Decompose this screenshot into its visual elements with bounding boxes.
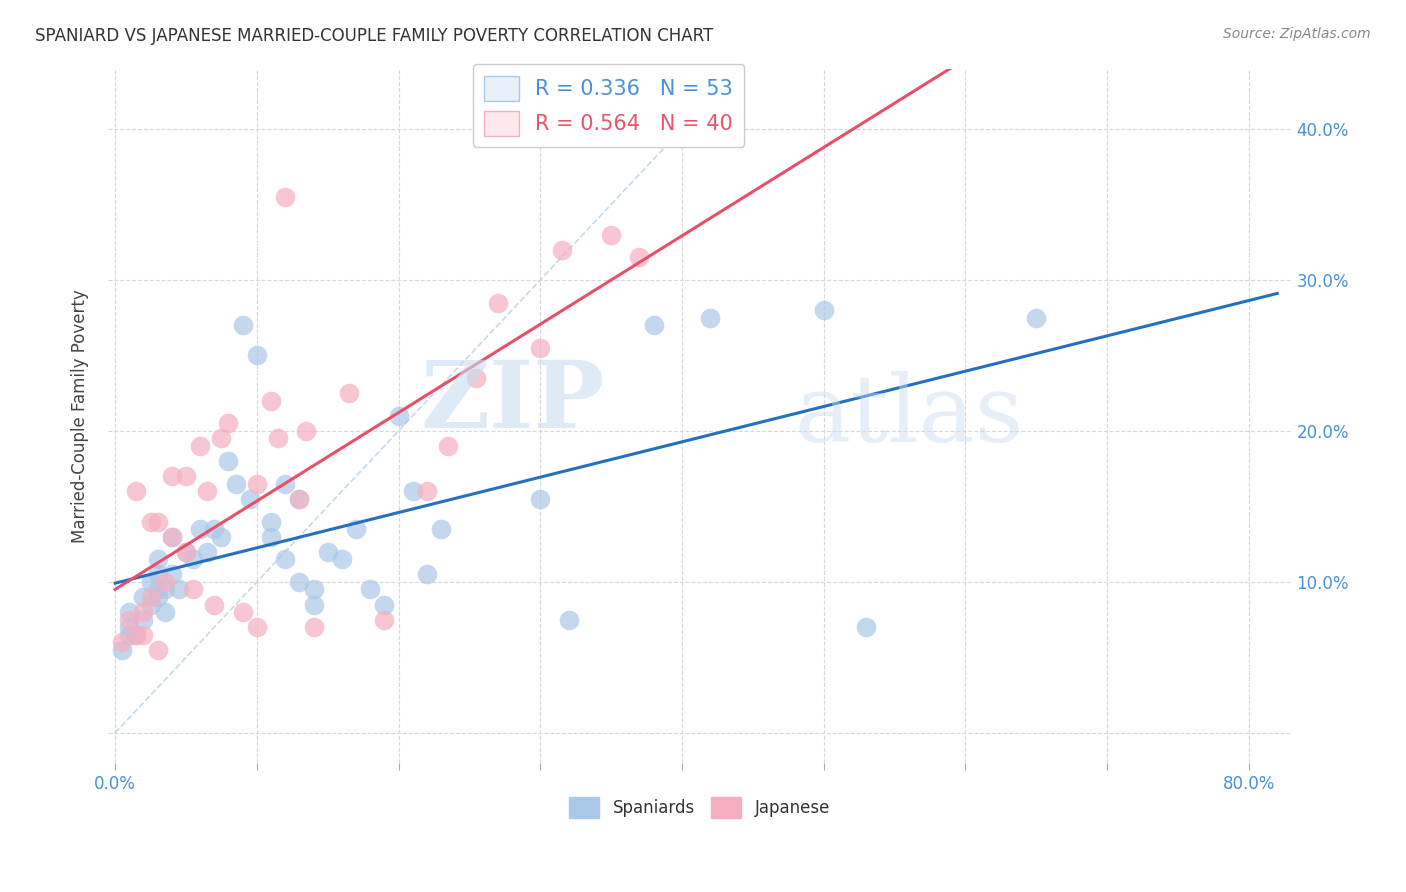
- Point: [402, 484, 425, 499]
- Point: [267, 432, 290, 446]
- Point: [1025, 310, 1047, 325]
- Point: [209, 432, 232, 446]
- Point: [188, 522, 211, 536]
- Text: SPANIARD VS JAPANESE MARRIED-COUPLE FAMILY POVERTY CORRELATION CHART: SPANIARD VS JAPANESE MARRIED-COUPLE FAMI…: [35, 27, 713, 45]
- Point: [274, 552, 297, 566]
- Text: ZIP: ZIP: [420, 357, 605, 447]
- Point: [295, 424, 318, 438]
- Point: [217, 417, 239, 431]
- Point: [209, 530, 232, 544]
- Point: [813, 303, 835, 318]
- Point: [146, 643, 169, 657]
- Point: [160, 530, 183, 544]
- Point: [146, 515, 169, 529]
- Point: [132, 590, 155, 604]
- Point: [274, 476, 297, 491]
- Point: [160, 567, 183, 582]
- Legend: Spaniards, Japanese: Spaniards, Japanese: [562, 790, 837, 824]
- Point: [153, 574, 176, 589]
- Point: [288, 491, 311, 506]
- Point: [699, 310, 721, 325]
- Point: [373, 613, 395, 627]
- Point: [416, 484, 439, 499]
- Point: [600, 227, 623, 242]
- Point: [125, 628, 148, 642]
- Point: [232, 318, 254, 333]
- Point: [465, 371, 488, 385]
- Y-axis label: Married-Couple Family Poverty: Married-Couple Family Poverty: [72, 289, 89, 542]
- Point: [430, 522, 453, 536]
- Point: [302, 620, 325, 634]
- Point: [239, 491, 262, 506]
- Point: [153, 582, 176, 597]
- Point: [132, 605, 155, 619]
- Point: [118, 620, 141, 634]
- Point: [202, 598, 225, 612]
- Point: [146, 567, 169, 582]
- Point: [260, 393, 283, 408]
- Point: [118, 628, 141, 642]
- Point: [344, 522, 367, 536]
- Point: [359, 582, 381, 597]
- Point: [195, 545, 218, 559]
- Point: [160, 469, 183, 483]
- Point: [529, 491, 551, 506]
- Point: [557, 613, 579, 627]
- Point: [146, 590, 169, 604]
- Point: [437, 439, 460, 453]
- Point: [337, 386, 360, 401]
- Point: [373, 598, 395, 612]
- Point: [260, 530, 283, 544]
- Point: [167, 582, 190, 597]
- Point: [139, 598, 162, 612]
- Point: [202, 522, 225, 536]
- Point: [643, 318, 665, 333]
- Point: [160, 530, 183, 544]
- Point: [132, 613, 155, 627]
- Point: [132, 628, 155, 642]
- Point: [118, 613, 141, 627]
- Point: [302, 598, 325, 612]
- Text: Source: ZipAtlas.com: Source: ZipAtlas.com: [1223, 27, 1371, 41]
- Point: [232, 605, 254, 619]
- Point: [387, 409, 409, 423]
- Point: [139, 515, 162, 529]
- Point: [416, 567, 439, 582]
- Point: [174, 469, 197, 483]
- Point: [153, 605, 176, 619]
- Point: [195, 484, 218, 499]
- Point: [188, 439, 211, 453]
- Point: [246, 476, 269, 491]
- Text: atlas: atlas: [794, 371, 1024, 461]
- Point: [260, 515, 283, 529]
- Point: [855, 620, 877, 634]
- Point: [111, 635, 134, 649]
- Point: [217, 454, 239, 468]
- Point: [529, 341, 551, 355]
- Point: [125, 484, 148, 499]
- Point: [139, 574, 162, 589]
- Point: [486, 295, 509, 310]
- Point: [181, 552, 204, 566]
- Point: [330, 552, 353, 566]
- Point: [111, 643, 134, 657]
- Point: [146, 582, 169, 597]
- Point: [246, 348, 269, 362]
- Point: [628, 250, 651, 264]
- Point: [550, 243, 572, 257]
- Point: [316, 545, 339, 559]
- Point: [118, 605, 141, 619]
- Point: [225, 476, 247, 491]
- Point: [274, 190, 297, 204]
- Point: [174, 545, 197, 559]
- Point: [146, 552, 169, 566]
- Point: [174, 545, 197, 559]
- Point: [288, 491, 311, 506]
- Point: [288, 574, 311, 589]
- Point: [181, 582, 204, 597]
- Point: [246, 620, 269, 634]
- Point: [125, 628, 148, 642]
- Point: [139, 590, 162, 604]
- Point: [302, 582, 325, 597]
